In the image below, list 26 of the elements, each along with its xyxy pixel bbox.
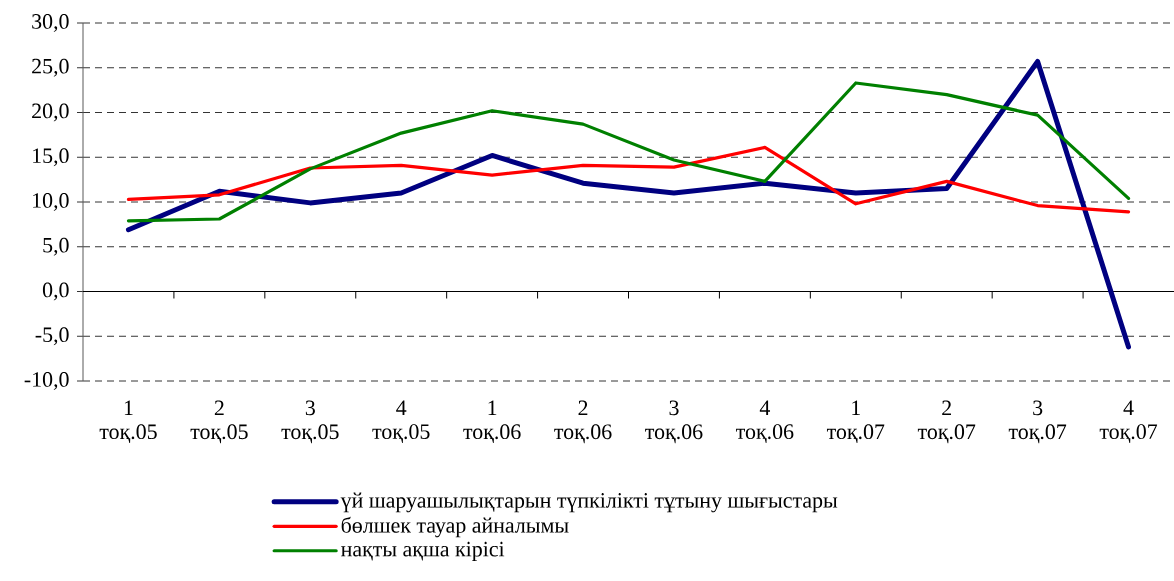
legend-label: үй шаруашылықтарын түпкілікті тұтыну шығыстары xyxy=(340,492,838,513)
y-tick-label: -10,0 xyxy=(24,372,69,390)
x-tick-label: 1 тоқ.06 xyxy=(463,400,521,444)
x-tick-label: 2 тоқ.05 xyxy=(190,400,248,444)
y-tick-label: -5,0 xyxy=(35,327,69,346)
y-tick-label: 0,0 xyxy=(42,282,69,301)
y-tick-label: 10,0 xyxy=(33,193,69,211)
y-tick-label: 20,0 xyxy=(32,103,69,122)
line-series xyxy=(126,81,1131,223)
y-tick-label: 30,0 xyxy=(32,14,69,32)
x-tick-label: 1 тоқ.05 xyxy=(99,400,157,444)
x-tick-label: 4 тоқ.07 xyxy=(1099,400,1158,444)
x-tick-label: 2 тоқ.06 xyxy=(554,400,612,444)
y-tick-label: 25,0 xyxy=(32,58,69,77)
x-tick-label: 4 тоқ.06 xyxy=(736,400,794,444)
x-tick-label: 3 тоқ.05 xyxy=(281,400,339,444)
x-tick-label: 1 тоқ.07 xyxy=(826,400,885,444)
legend-label: нақты ақша кірісі xyxy=(341,541,505,562)
y-tick-label: 5,0 xyxy=(43,237,69,256)
x-tick-label: 2 тоқ.07 xyxy=(917,400,976,444)
x-tick-label: 3 тоқ.07 xyxy=(1008,400,1067,444)
x-tick-label: 4 тоқ.05 xyxy=(372,400,430,444)
x-tick-label: 3 тоқ.06 xyxy=(645,400,703,444)
line-series xyxy=(126,145,1131,214)
y-tick-label: 15,0 xyxy=(33,148,69,167)
legend-label: бөлшек тауар айналымы xyxy=(341,516,569,538)
